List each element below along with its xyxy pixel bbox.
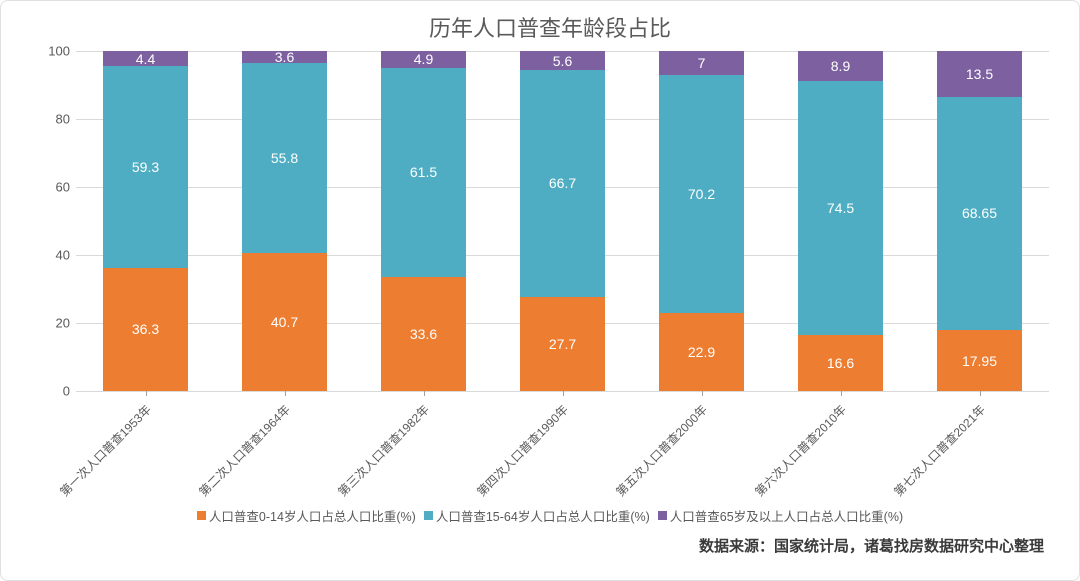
x-label-text: 第五次人口普查2000年 <box>612 401 711 500</box>
bar-segment: 16.6 <box>798 335 883 391</box>
y-tick: 80 <box>56 112 70 127</box>
x-tick-mark <box>702 391 703 396</box>
bar-segment: 33.6 <box>381 277 466 391</box>
y-tick: 40 <box>56 248 70 263</box>
x-label: 第一次人口普查1953年 <box>103 391 188 506</box>
bar-segment: 74.5 <box>798 81 883 334</box>
bar-segment: 55.8 <box>242 63 327 253</box>
x-label-text: 第一次人口普查1953年 <box>56 401 155 500</box>
x-tick-mark <box>563 391 564 396</box>
bar-segment: 8.9 <box>798 51 883 81</box>
y-tick: 100 <box>48 44 70 59</box>
legend: 人口普查0-14岁人口占总人口比重(%) 人口普查15-64岁人口占总人口比重(%… <box>41 506 1059 525</box>
legend-label: 人口普查0-14岁人口占总人口比重(%) <box>209 506 416 525</box>
bar-segment: 5.6 <box>520 51 605 70</box>
x-label: 第三次人口普查1982年 <box>381 391 466 506</box>
bar-segment: 40.7 <box>242 253 327 391</box>
bar-column: 17.9568.6513.5 <box>937 51 1022 391</box>
x-label-text: 第二次人口普查1964年 <box>195 401 294 500</box>
bar-segment: 61.5 <box>381 68 466 277</box>
x-tick-mark <box>285 391 286 396</box>
x-label: 第二次人口普查1964年 <box>242 391 327 506</box>
legend-swatch <box>658 511 667 520</box>
bar-column: 33.661.54.9 <box>381 51 466 391</box>
y-tick: 60 <box>56 180 70 195</box>
bar-segment: 4.4 <box>103 51 188 66</box>
source-text: 国家统计局，诸葛找房数据研究中心整理 <box>774 538 1044 555</box>
x-label-text: 第六次人口普查2010年 <box>751 401 850 500</box>
legend-label: 人口普查15-64岁人口占总人口比重(%) <box>436 506 650 525</box>
bar-segment: 27.7 <box>520 297 605 391</box>
legend-item: 人口普查15-64岁人口占总人口比重(%) <box>424 506 650 525</box>
bar-segment: 4.9 <box>381 51 466 68</box>
bar-segment: 17.95 <box>937 330 1022 391</box>
bar-segment: 59.3 <box>103 66 188 268</box>
x-label-text: 第七次人口普查2021年 <box>890 401 989 500</box>
bar-column: 16.674.58.9 <box>798 51 883 391</box>
bar-segment: 7 <box>659 51 744 75</box>
chart-title: 历年人口普查年龄段占比 <box>41 11 1059 43</box>
x-tick-mark <box>146 391 147 396</box>
x-axis-labels: 第一次人口普查1953年第二次人口普查1964年第三次人口普查1982年第四次人… <box>76 391 1049 506</box>
bar-column: 22.970.27 <box>659 51 744 391</box>
legend-swatch <box>197 511 206 520</box>
bar-segment: 13.5 <box>937 51 1022 97</box>
bar-segment: 22.9 <box>659 313 744 391</box>
source-label: 数据来源： <box>699 538 774 555</box>
data-source: 数据来源：国家统计局，诸葛找房数据研究中心整理 <box>41 535 1059 556</box>
bar-segment: 36.3 <box>103 268 188 391</box>
x-tick-mark <box>424 391 425 396</box>
bars-group: 36.359.34.4 40.755.83.6 33.661.54.9 27.766.… <box>76 51 1049 391</box>
x-label-text: 第四次人口普查1990年 <box>473 401 572 500</box>
x-tick-mark <box>841 391 842 396</box>
legend-label: 人口普查65岁及以上人口占总人口比重(%) <box>670 506 903 525</box>
x-label: 第六次人口普查2010年 <box>798 391 883 506</box>
bar-column: 27.766.75.6 <box>520 51 605 391</box>
y-axis: 020406080100 <box>41 51 76 391</box>
y-tick: 20 <box>56 316 70 331</box>
legend-item: 人口普查65岁及以上人口占总人口比重(%) <box>658 506 903 525</box>
x-tick-mark <box>980 391 981 396</box>
x-label-text: 第三次人口普查1982年 <box>334 401 433 500</box>
bar-segment: 3.6 <box>242 51 327 63</box>
chart-container: 历年人口普查年龄段占比 0 20 40 60 80 100 36.359.34.4 40.7… <box>0 0 1080 581</box>
x-label: 第七次人口普查2021年 <box>937 391 1022 506</box>
bar-segment: 70.2 <box>659 75 744 313</box>
x-label: 第五次人口普查2000年 <box>659 391 744 506</box>
x-label: 第四次人口普查1990年 <box>520 391 605 506</box>
bar-segment: 68.65 <box>937 97 1022 330</box>
y-tick: 0 <box>63 384 70 399</box>
bar-column: 40.755.83.6 <box>242 51 327 391</box>
plot-area: 020406080100 36.359.34.440.755.83.633.66… <box>76 51 1049 391</box>
legend-swatch <box>424 511 433 520</box>
bar-column: 36.359.34.4 <box>103 51 188 391</box>
bar-segment: 66.7 <box>520 70 605 297</box>
legend-item: 人口普查0-14岁人口占总人口比重(%) <box>197 506 416 525</box>
